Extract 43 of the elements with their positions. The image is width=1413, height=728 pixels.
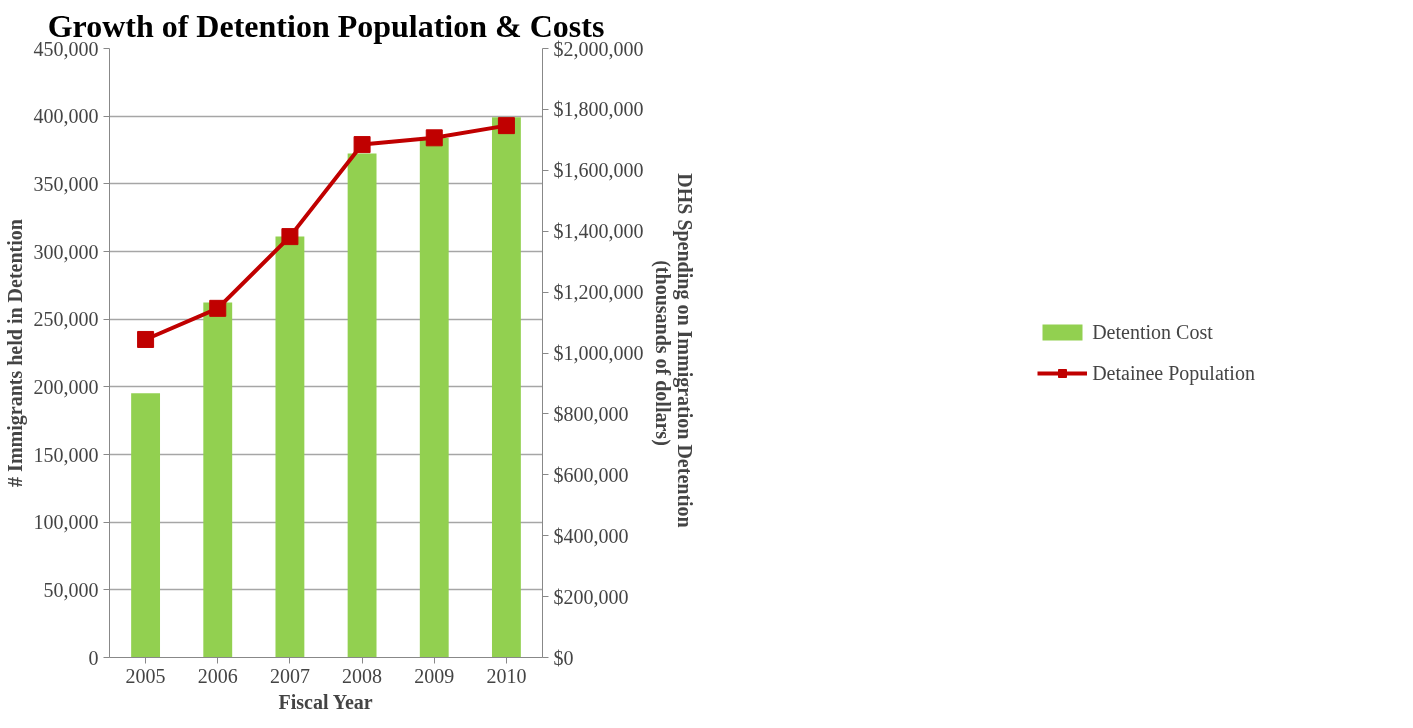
y2-tick-label: $1,000,000 — [553, 342, 644, 364]
y-tick-label: 350,000 — [33, 172, 99, 195]
x-tick-label: 2009 — [414, 664, 455, 687]
y2-tick-label: $1,800,000 — [553, 98, 644, 121]
y2-tick-label: $1,200,000 — [553, 281, 644, 304]
y-tick-label: 0 — [88, 646, 99, 669]
x-tick-label: 2007 — [269, 664, 310, 687]
y2-tick-label: $0 — [553, 646, 574, 669]
y2-tick-label: $400,000 — [553, 524, 629, 547]
point — [425, 129, 443, 147]
y2-tick-label: $600,000 — [553, 463, 629, 486]
bar — [347, 153, 377, 658]
point — [353, 136, 371, 154]
bar — [491, 117, 521, 658]
point — [137, 330, 155, 348]
y-tick-label: 250,000 — [33, 308, 99, 331]
y-tick-label: 100,000 — [33, 511, 99, 534]
y2-tick-label: $1,400,000 — [553, 220, 644, 243]
y2-tick-label: $1,600,000 — [553, 159, 644, 182]
point — [281, 228, 299, 246]
bar — [419, 138, 449, 658]
y-tick-label: 150,000 — [33, 443, 99, 466]
y-tick-label: 300,000 — [33, 240, 99, 263]
x-tick-label: 2010 — [486, 664, 527, 687]
bar — [203, 302, 233, 658]
y-tick-label: 50,000 — [43, 578, 99, 601]
point — [209, 299, 227, 317]
x-tick-label: 2005 — [125, 664, 166, 687]
bar — [131, 393, 161, 658]
x-tick-label: 2008 — [342, 664, 383, 687]
point — [497, 117, 515, 135]
y2-tick-label: $800,000 — [553, 402, 629, 425]
y-tick-label: 450,000 — [33, 37, 99, 60]
legend-label: Detention Cost — [1092, 320, 1213, 344]
x-tick-label: 2006 — [197, 664, 238, 687]
x-axis-title: Fiscal Year — [278, 690, 373, 713]
y2-axis-title: DHS Spending on Immigration Detention (thousands of dollars) — [650, 173, 696, 528]
bar — [275, 236, 305, 658]
y-tick-label: 400,000 — [33, 105, 99, 128]
y-tick-label: 200,000 — [33, 375, 99, 398]
legend-label: Detainee Population — [1092, 361, 1255, 385]
y2-tick-label: $200,000 — [553, 585, 629, 608]
y-axis-title: # Immigrants held in Detention — [3, 219, 27, 487]
